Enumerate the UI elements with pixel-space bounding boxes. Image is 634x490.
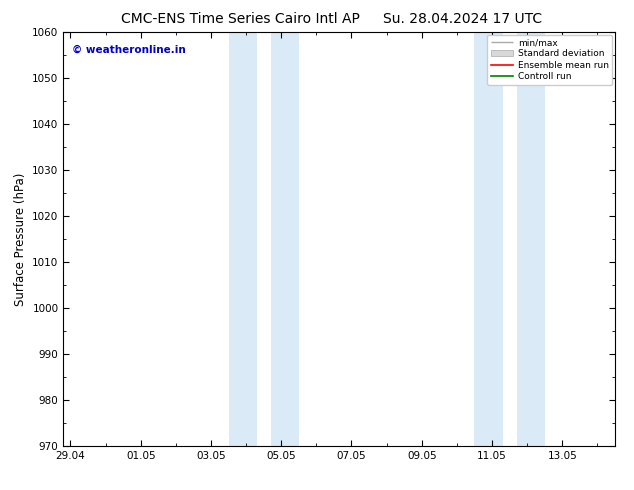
Text: CMC-ENS Time Series Cairo Intl AP: CMC-ENS Time Series Cairo Intl AP: [122, 12, 360, 26]
Bar: [474, 32, 503, 446]
Bar: [228, 32, 257, 446]
Text: Su. 28.04.2024 17 UTC: Su. 28.04.2024 17 UTC: [384, 12, 542, 26]
Y-axis label: Surface Pressure (hPa): Surface Pressure (hPa): [14, 172, 27, 306]
Legend: min/max, Standard deviation, Ensemble mean run, Controll run: min/max, Standard deviation, Ensemble me…: [487, 35, 612, 85]
Text: © weatheronline.in: © weatheronline.in: [72, 44, 185, 54]
Bar: [271, 32, 299, 446]
Bar: [517, 32, 545, 446]
